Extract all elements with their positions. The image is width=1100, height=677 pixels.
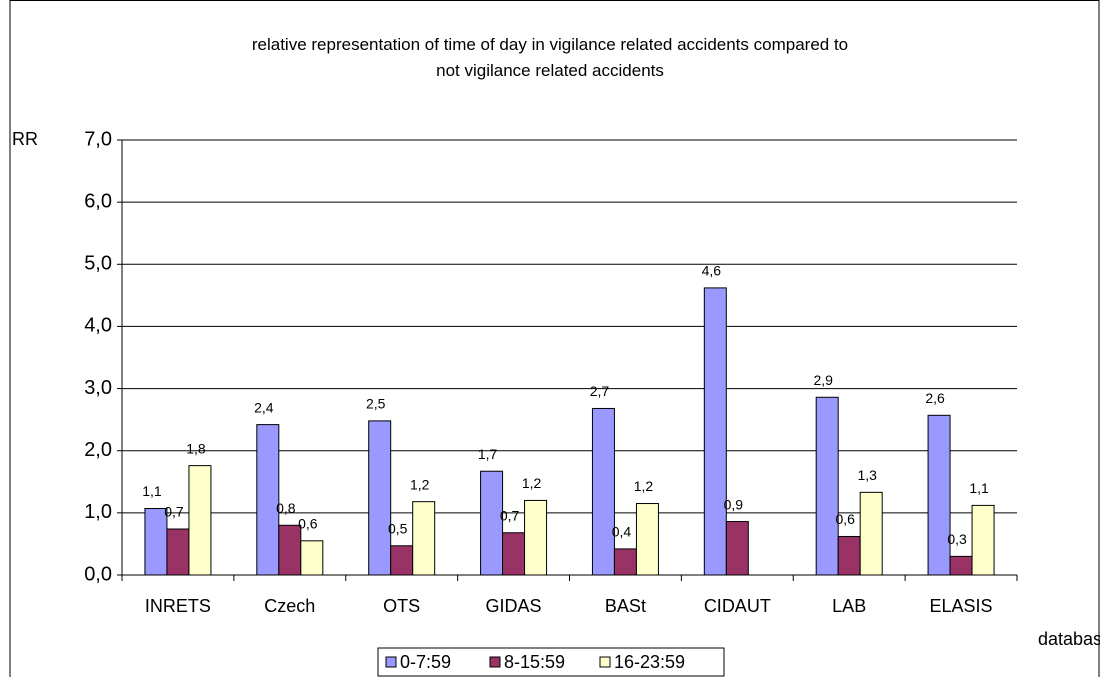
- bar: [502, 532, 526, 576]
- x-tick-label: Czech: [264, 596, 315, 616]
- data-label: 1,2: [410, 476, 430, 492]
- y-tick-label: 3,0: [84, 377, 112, 399]
- data-label: 2,9: [813, 372, 833, 388]
- data-label: 2,6: [925, 390, 945, 406]
- bar: [390, 545, 414, 576]
- bar: [635, 503, 659, 576]
- data-label: 4,6: [702, 263, 722, 279]
- bar: [166, 528, 190, 576]
- bar: [971, 504, 995, 576]
- frame: [9, 0, 1100, 677]
- bar: [703, 287, 727, 576]
- y-tick-label: 0,0: [84, 563, 112, 585]
- bar: [412, 501, 436, 576]
- x-tick-label: BASt: [605, 596, 646, 616]
- data-label: 2,7: [590, 383, 610, 399]
- bar: [927, 414, 951, 576]
- data-label: 1,7: [478, 446, 498, 462]
- legend-swatch: [385, 656, 397, 668]
- data-label: 2,5: [366, 396, 386, 412]
- data-label: 0,5: [388, 520, 408, 536]
- data-label: 0,7: [164, 504, 184, 520]
- legend-label: 0-7:59: [400, 652, 451, 672]
- bar: [815, 396, 839, 576]
- data-label: 1,1: [142, 483, 162, 499]
- chart-title: relative representation of time of day i…: [251, 35, 849, 80]
- data-label: 0,6: [298, 516, 318, 532]
- y-tick-label: 7,0: [84, 128, 112, 150]
- legend-box: [377, 647, 725, 677]
- bar: [613, 548, 637, 576]
- y-tick-label: 4,0: [84, 315, 112, 337]
- data-label: 1,1: [969, 480, 989, 496]
- bar: [949, 555, 973, 576]
- data-label: 1,2: [634, 478, 654, 494]
- bar: [368, 420, 392, 576]
- bar: [524, 499, 548, 576]
- data-label: 1,3: [857, 467, 877, 483]
- bar: [837, 535, 861, 576]
- data-label: 2,4: [254, 399, 274, 415]
- y-tick-label: 6,0: [84, 190, 112, 212]
- x-tick-label: ELASIS: [930, 596, 993, 616]
- bar: [256, 424, 280, 576]
- bar: [591, 407, 615, 576]
- data-label: 1,8: [186, 440, 206, 456]
- data-label: 0,6: [835, 511, 855, 527]
- legend-label: 16-23:59: [614, 652, 685, 672]
- bar: [300, 540, 324, 576]
- legend-swatch: [599, 656, 611, 668]
- legend-label: 8-15:59: [504, 652, 565, 672]
- bar: [480, 470, 504, 576]
- x-tick-label: GIDAS: [486, 596, 542, 616]
- bar: [725, 521, 749, 576]
- bar: [278, 524, 302, 576]
- x-tick-label: CIDAUT: [704, 596, 771, 616]
- y-tick-label: 2,0: [84, 439, 112, 461]
- y-tick-label: 1,0: [84, 501, 112, 523]
- data-label: 0,7: [500, 507, 520, 523]
- bar: [859, 491, 883, 576]
- x-tick-label: INRETS: [145, 596, 211, 616]
- data-label: 0,9: [724, 496, 744, 512]
- data-label: 0,8: [276, 500, 296, 516]
- data-label: 0,4: [612, 524, 632, 540]
- bar: [188, 465, 212, 576]
- x-tick-label: LAB: [832, 596, 866, 616]
- y-axis-label: RR: [12, 129, 38, 149]
- data-label: 0,3: [947, 531, 967, 547]
- legend-swatch: [489, 656, 501, 668]
- data-label: 1,2: [522, 475, 542, 491]
- y-tick-label: 5,0: [84, 253, 112, 275]
- x-tick-label: OTS: [383, 596, 420, 616]
- x-axis-label: database: [1038, 629, 1100, 649]
